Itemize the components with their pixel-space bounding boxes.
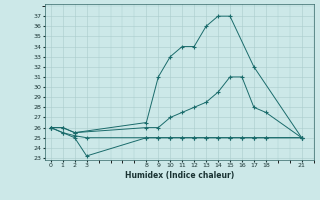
X-axis label: Humidex (Indice chaleur): Humidex (Indice chaleur) (124, 171, 234, 180)
